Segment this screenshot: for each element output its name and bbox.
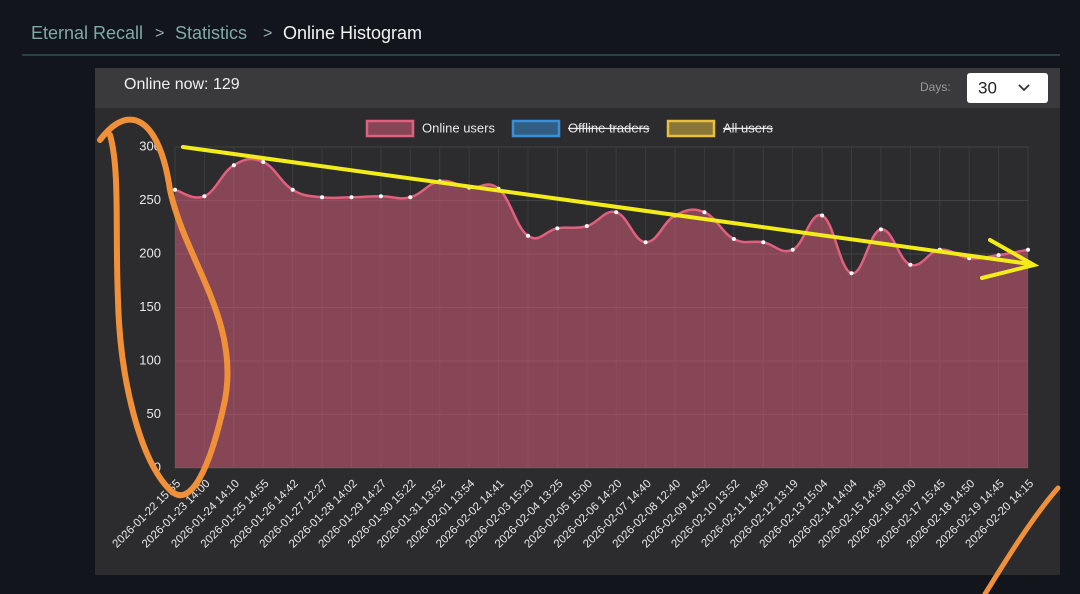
breadcrumb-separator: > [263, 25, 272, 42]
days-label: Days: [920, 80, 951, 94]
point [525, 233, 530, 238]
breadcrumb-current: Online Histogram [283, 23, 422, 43]
point [849, 271, 854, 276]
point [820, 213, 825, 218]
point [614, 210, 619, 215]
legend-swatch [511, 119, 561, 138]
point [584, 224, 589, 229]
breadcrumb-link[interactable]: Statistics [175, 23, 247, 43]
y-tick-label: 150 [139, 299, 161, 314]
point [761, 240, 766, 245]
point [231, 163, 236, 168]
y-tick-label: 0 [154, 459, 161, 474]
legend-label: All users [723, 120, 773, 135]
online-now: Online now: 129 [124, 76, 240, 93]
legend-swatch [666, 119, 716, 138]
point [996, 253, 1001, 258]
breadcrumb-separator: > [155, 25, 164, 42]
point [878, 227, 883, 232]
breadcrumb-link[interactable]: Eternal Recall [31, 23, 143, 43]
panel-header [95, 68, 1060, 108]
days-select[interactable] [967, 73, 1048, 103]
annotation-scribble [97, 116, 231, 499]
point [349, 195, 354, 200]
y-tick-label: 50 [147, 406, 161, 421]
point [261, 159, 266, 164]
y-tick-label: 250 [139, 192, 161, 207]
point [202, 194, 207, 199]
point [702, 210, 707, 215]
point [1026, 247, 1030, 252]
legend-label: Online users [422, 120, 495, 135]
point [408, 195, 413, 200]
point [790, 247, 795, 252]
annotation-arrow [181, 145, 1040, 280]
select-chevron [1018, 84, 1030, 92]
point [173, 187, 177, 192]
point [378, 194, 383, 199]
point [555, 226, 560, 231]
point [320, 195, 325, 200]
y-tick-label: 200 [139, 245, 161, 260]
days-value: 30 [978, 78, 997, 97]
y-tick-label: 100 [139, 352, 161, 367]
legend-swatch [365, 119, 415, 138]
point [731, 237, 736, 242]
legend-label: Offline traders [568, 120, 650, 135]
point [290, 187, 295, 192]
annotation-scribble [982, 485, 1061, 594]
point [643, 240, 648, 245]
point [908, 262, 913, 267]
